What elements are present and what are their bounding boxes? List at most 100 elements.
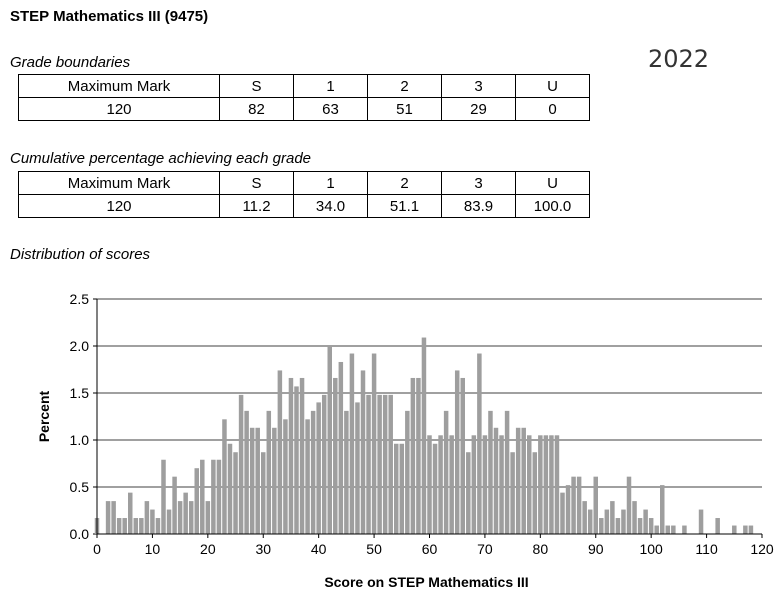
bar (211, 459, 216, 534)
table-header-cell: Maximum Mark (18, 74, 220, 98)
cumulative-label: Cumulative percentage achieving each gra… (10, 150, 312, 167)
bar (166, 509, 172, 534)
bar (333, 377, 338, 534)
table-cell: 100.0 (515, 194, 590, 218)
table-header-cell: 2 (367, 171, 442, 195)
bar (643, 509, 648, 534)
bar (327, 346, 332, 534)
x-tick-label: 120 (750, 541, 774, 557)
bar (488, 410, 493, 534)
bar (621, 509, 626, 534)
x-tick-label: 110 (695, 541, 718, 557)
bar (161, 459, 166, 534)
bar (277, 370, 283, 534)
bar (249, 427, 255, 534)
x-tick-label: 60 (422, 541, 438, 557)
bar (399, 443, 405, 534)
bar (615, 518, 621, 534)
bar (654, 525, 659, 534)
bar (648, 518, 654, 534)
bar (144, 501, 150, 534)
bar (177, 501, 183, 534)
x-tick-label: 50 (366, 541, 382, 557)
table-cell: 83.9 (441, 194, 516, 218)
bar (194, 468, 199, 534)
table-header-cell: S (219, 74, 294, 98)
table-row: 120 82 63 51 29 0 (18, 97, 590, 121)
x-tick-label: 0 (93, 541, 101, 557)
bar (150, 509, 155, 534)
bar (521, 427, 526, 534)
bar (288, 377, 294, 534)
y-tick-label: 2.0 (70, 338, 90, 354)
table-header-row: Maximum Mark S 1 2 3 U (18, 74, 590, 98)
table-cell: 29 (441, 97, 516, 121)
bar (604, 509, 610, 534)
bar (244, 410, 249, 534)
x-tick-label: 40 (311, 541, 327, 557)
bar (105, 501, 111, 534)
bar (576, 476, 582, 534)
bar (261, 452, 266, 534)
bar (188, 501, 194, 534)
bar (133, 518, 139, 534)
bar (338, 361, 344, 534)
bar (532, 452, 538, 534)
bar (427, 435, 432, 534)
x-tick-label: 80 (533, 541, 549, 557)
table-header-cell: S (219, 171, 294, 195)
bar (554, 435, 560, 534)
bar (139, 518, 144, 534)
bar (504, 410, 510, 534)
bar (510, 452, 515, 534)
bar (587, 509, 593, 534)
bar (432, 443, 438, 534)
bar (527, 435, 532, 534)
bar (344, 410, 349, 534)
bar (671, 525, 676, 534)
bar (238, 394, 244, 534)
table-cell: 34.0 (293, 194, 368, 218)
x-tick-label: 20 (200, 541, 216, 557)
bar (482, 435, 488, 534)
table-cell: 51.1 (367, 194, 442, 218)
table-header-cell: U (515, 171, 590, 195)
bar (216, 459, 222, 534)
report-title: STEP Mathematics III (9475) (10, 8, 209, 25)
bar (748, 525, 754, 534)
bar (477, 353, 482, 534)
bar (200, 459, 205, 534)
bar (471, 435, 477, 534)
bar (255, 427, 260, 534)
bar (227, 443, 233, 534)
bar (222, 419, 227, 534)
bar (349, 353, 355, 534)
bar (543, 435, 549, 534)
bar (637, 518, 643, 534)
bar (632, 501, 637, 534)
bar (660, 485, 665, 534)
bar (233, 452, 238, 534)
bar (310, 410, 316, 534)
x-tick-label: 100 (639, 541, 663, 557)
bar (172, 476, 177, 534)
bar (116, 518, 122, 534)
bar (565, 485, 571, 534)
score-distribution-chart: 0.0 0.5 1.0 1.5 2.0 2.5 0 10 20 30 40 50 60 70 80 90 100… (36, 291, 774, 590)
bar (394, 443, 399, 534)
table-header-row: Maximum Mark S 1 2 3 U (18, 171, 590, 195)
bar (599, 518, 604, 534)
bar (355, 402, 360, 534)
bar (155, 518, 161, 534)
y-axis-title: Percent (36, 390, 52, 442)
x-tick-label: 70 (477, 541, 493, 557)
bar (493, 427, 499, 534)
bar (305, 419, 310, 534)
bar (682, 525, 687, 534)
bar (698, 509, 704, 534)
table-cell: 120 (18, 194, 220, 218)
bar (122, 518, 127, 534)
cumulative-table: Maximum Mark S 1 2 3 U 120 11.2 34.0 51.… (18, 171, 590, 218)
grade-boundaries-table: Maximum Mark S 1 2 3 U 120 82 63 51 29 0 (18, 74, 590, 121)
bar (593, 476, 598, 534)
